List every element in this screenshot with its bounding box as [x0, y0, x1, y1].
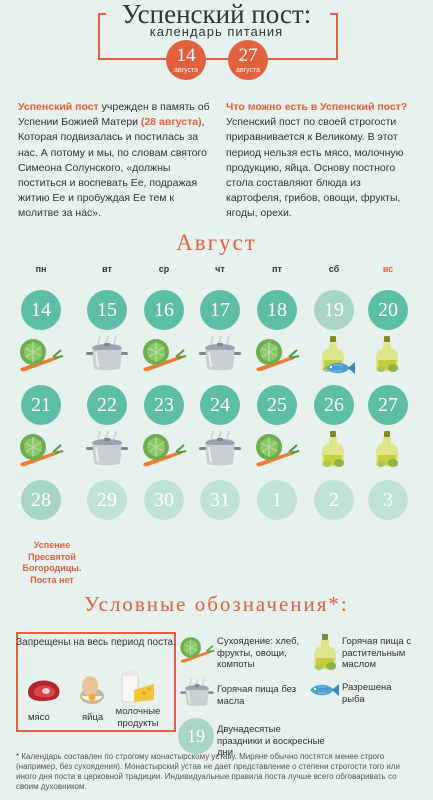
calendar-day[interactable]: 17 — [200, 290, 240, 330]
intro-text2: , Которая подвизалась и постилась за нас… — [18, 116, 207, 220]
calendar-day[interactable]: 19 — [314, 290, 354, 330]
weekday-вт: вт — [102, 264, 112, 274]
food-icon-dry — [253, 334, 301, 376]
calendar-day[interactable]: 30 — [144, 480, 184, 520]
weekday-вс: вс — [382, 264, 394, 274]
calendar-day[interactable]: 27 — [368, 385, 408, 425]
food-icon-dry — [17, 429, 65, 471]
weekday-сб: сб — [328, 264, 340, 274]
weekday-ср: ср — [158, 264, 170, 274]
calendar-day[interactable]: 3 — [368, 480, 408, 520]
food-icon-oil-fish — [310, 334, 358, 376]
month-title: Август — [176, 230, 257, 255]
meat-label: мясо — [28, 712, 50, 723]
page-title: Успенский пост: — [121, 0, 312, 29]
food-icon-oil — [364, 429, 412, 471]
hot-food-legend-icon — [178, 676, 216, 710]
meat-icon — [24, 676, 64, 704]
oil-bottle-icon — [372, 429, 412, 469]
dairy-icon — [118, 668, 158, 706]
eggs-label: яйца — [82, 712, 104, 723]
food-icon-hot — [83, 429, 131, 471]
vegetables-icon — [140, 334, 188, 374]
vegetables-icon — [140, 429, 188, 469]
calendar-day[interactable]: 28 — [21, 480, 61, 520]
weekday-пт: пт — [272, 264, 282, 274]
food-icon-dry — [253, 429, 301, 471]
dry-food-legend-label: Сухоядение: хлеб, фрукты, овощи, компоты — [217, 636, 300, 670]
calendar-day[interactable]: 31 — [200, 480, 240, 520]
calendar-day[interactable]: 22 — [87, 385, 127, 425]
assumption-note: Успение Пресвятой Богородицы. Поста нет — [22, 540, 82, 585]
calendar-day[interactable]: 29 — [87, 480, 127, 520]
calendar-day[interactable]: 14 — [21, 290, 61, 330]
calendar-day[interactable]: 25 — [257, 385, 297, 425]
dry-food-legend-icon — [178, 632, 216, 666]
food-icon-hot — [83, 334, 131, 376]
calendar-day[interactable]: 20 — [368, 290, 408, 330]
hot-food-legend-label: Горячая пища без масла — [217, 684, 297, 707]
fish-icon — [324, 360, 356, 376]
food-icon-hot — [196, 429, 244, 471]
calendar-day[interactable]: 23 — [144, 385, 184, 425]
fish-legend-icon — [308, 682, 340, 698]
calendar-day[interactable]: 15 — [87, 290, 127, 330]
food-icon-oil — [364, 334, 412, 376]
footnote: * Календарь составлен по строгому монаст… — [16, 752, 400, 791]
pot-icon — [196, 429, 244, 469]
legend-title: Условные обозначения*: — [84, 592, 349, 616]
vegetables-icon — [253, 334, 301, 374]
holiday-legend-label: Двунадесятые праздники и воскресные дни — [217, 724, 325, 758]
calendar-day[interactable]: 24 — [200, 385, 240, 425]
start-date-badge: 14 августа — [166, 40, 206, 80]
pot-icon — [83, 334, 131, 374]
vegetables-icon — [17, 429, 65, 469]
end-date-badge: 27 августа — [228, 40, 268, 80]
calendar-day[interactable]: 16 — [144, 290, 184, 330]
oil-bottle-icon — [318, 429, 358, 469]
forbidden-title: Запрещены на весь период поста: — [16, 637, 176, 648]
forbidden-box — [16, 632, 176, 732]
intro-date: (28 августа) — [140, 116, 202, 129]
intro-text1: учрежден в память об Успении Божией Мате… — [18, 101, 210, 129]
intro-answer: Успенский пост по своей строгости прирав… — [226, 116, 404, 220]
vegetables-icon — [253, 429, 301, 469]
pot-icon — [196, 334, 244, 374]
intro-highlight: Успенский пост — [18, 101, 99, 113]
intro-right: Что можно есть в Успенский пост? Успенск… — [226, 100, 418, 222]
dairy-label: молочные продукты — [115, 706, 161, 729]
fish-legend-label: Разрешена рыба — [342, 682, 392, 705]
food-icon-oil — [310, 429, 358, 471]
intro-left: Успенский пост учрежден в память об Успе… — [18, 100, 214, 222]
start-month: августа — [173, 67, 199, 74]
calendar-day[interactable]: 2 — [314, 480, 354, 520]
food-icon-dry — [17, 334, 65, 376]
intro-question: Что можно есть в Успенский пост? — [226, 101, 408, 113]
title-frame — [98, 13, 338, 60]
calendar-day[interactable]: 1 — [257, 480, 297, 520]
calendar-day[interactable]: 26 — [314, 385, 354, 425]
pot-icon — [83, 429, 131, 469]
end-day: 27 — [238, 45, 258, 66]
calendar-day[interactable]: 18 — [257, 290, 297, 330]
weekday-чт: чт — [215, 264, 225, 274]
oil-legend-icon — [310, 632, 340, 672]
holiday-legend-icon: 19 — [178, 718, 214, 754]
food-icon-hot — [196, 334, 244, 376]
oil-legend-label: Горячая пища с растительным маслом — [342, 636, 412, 670]
oil-bottle-icon — [372, 334, 412, 374]
start-day: 14 — [176, 45, 196, 66]
eggs-icon — [76, 672, 108, 706]
food-icon-dry — [140, 334, 188, 376]
vegetables-icon — [17, 334, 65, 374]
end-month: августа — [235, 67, 261, 74]
food-icon-dry — [140, 429, 188, 471]
calendar-day[interactable]: 21 — [21, 385, 61, 425]
weekday-пн: пн — [35, 264, 47, 274]
page-subtitle: календарь питания — [149, 24, 284, 39]
